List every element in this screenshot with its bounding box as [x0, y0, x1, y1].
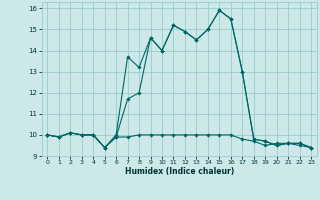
- X-axis label: Humidex (Indice chaleur): Humidex (Indice chaleur): [124, 167, 234, 176]
